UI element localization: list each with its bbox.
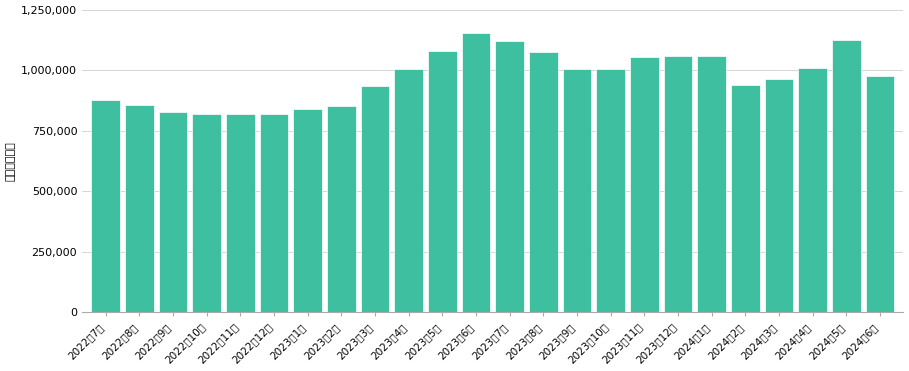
Bar	[731, 85, 760, 312]
Bar	[495, 41, 524, 312]
Bar	[798, 68, 827, 312]
Bar	[226, 114, 255, 312]
Bar	[462, 33, 490, 312]
Bar	[563, 69, 591, 312]
Bar	[697, 56, 726, 312]
Bar	[260, 114, 288, 312]
Bar	[294, 109, 322, 312]
Bar	[832, 40, 861, 312]
Y-axis label: 求人数（件）: 求人数（件）	[5, 141, 15, 181]
Bar	[91, 100, 120, 312]
Bar	[327, 106, 355, 312]
Bar	[865, 76, 894, 312]
Bar	[159, 112, 187, 312]
Bar	[193, 114, 221, 312]
Bar	[361, 86, 389, 312]
Bar	[630, 57, 658, 312]
Bar	[764, 79, 794, 312]
Bar	[664, 56, 693, 312]
Bar	[428, 51, 456, 312]
Bar	[125, 105, 154, 312]
Bar	[596, 69, 624, 312]
Bar	[529, 52, 557, 312]
Bar	[395, 69, 423, 312]
